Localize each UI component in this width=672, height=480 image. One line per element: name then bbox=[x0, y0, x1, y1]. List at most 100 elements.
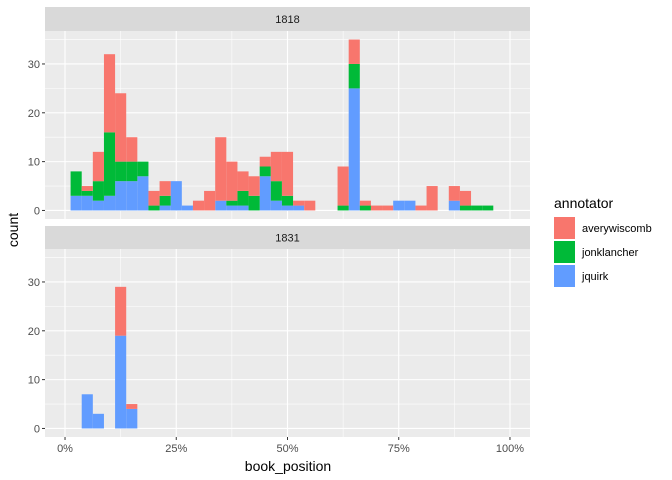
bar-jquirk bbox=[259, 176, 271, 211]
bar-jquirk bbox=[404, 200, 416, 211]
bar-jquirk bbox=[81, 195, 93, 211]
bar-jquirk bbox=[237, 205, 249, 211]
bar-averywiscomb bbox=[293, 200, 305, 206]
panel-1818: 1818 0 10 20 30 bbox=[28, 7, 530, 219]
bar-averywiscomb bbox=[192, 200, 205, 211]
x-axis-title: book_position bbox=[245, 458, 331, 474]
bar-jquirk bbox=[215, 200, 227, 211]
bar-jonklancher bbox=[281, 195, 294, 206]
bar-jquirk bbox=[293, 205, 305, 211]
bar-averywiscomb bbox=[270, 151, 282, 182]
x-tick-label: 100% bbox=[496, 443, 524, 455]
bar-jonklancher bbox=[337, 205, 349, 211]
bar-averywiscomb bbox=[81, 186, 93, 191]
bar-jonklancher bbox=[92, 181, 104, 201]
bar-jonklancher bbox=[459, 205, 472, 211]
bar-jonklancher bbox=[126, 161, 138, 182]
x-tick-label: 0% bbox=[57, 443, 73, 455]
bar-averywiscomb bbox=[348, 39, 360, 64]
bar-jonklancher bbox=[471, 205, 483, 211]
legend-key-averywiscomb bbox=[554, 217, 575, 239]
bar-jquirk bbox=[270, 200, 282, 211]
bar-averywiscomb bbox=[304, 200, 316, 211]
bar-jquirk bbox=[281, 205, 294, 211]
bar-averywiscomb bbox=[126, 404, 138, 409]
bar-averywiscomb bbox=[215, 137, 227, 201]
x-tick-label: 75% bbox=[388, 443, 410, 455]
bar-jonklancher bbox=[237, 190, 249, 206]
bar-averywiscomb bbox=[426, 186, 438, 211]
bar-averywiscomb bbox=[226, 161, 238, 201]
bar-averywiscomb bbox=[159, 181, 171, 196]
bar-averywiscomb bbox=[92, 151, 104, 182]
legend: annotator averywiscomb jonklancher jquirk bbox=[554, 195, 652, 287]
bar-jquirk bbox=[137, 176, 149, 211]
x-tick-label: 25% bbox=[165, 443, 187, 455]
bar-jquirk bbox=[126, 181, 138, 211]
bar-jquirk bbox=[226, 205, 238, 211]
y-tick-label: 10 bbox=[28, 375, 40, 387]
bar-averywiscomb bbox=[259, 156, 271, 167]
facet-strip-label: 1831 bbox=[275, 233, 299, 245]
bar-jonklancher bbox=[248, 195, 260, 211]
bar-averywiscomb bbox=[126, 137, 138, 162]
legend-label-jquirk: jquirk bbox=[581, 271, 609, 283]
bar-jonklancher bbox=[159, 195, 171, 206]
chart-panels: 1818 0 10 20 30 1831 0 10 20 30 bbox=[28, 7, 530, 437]
bar-jquirk bbox=[348, 88, 360, 211]
bar-jquirk bbox=[159, 205, 171, 211]
y-tick-label: 20 bbox=[28, 326, 40, 338]
legend-key-jquirk bbox=[554, 265, 575, 287]
facet-strip-label: 1818 bbox=[275, 14, 299, 26]
bar-jquirk bbox=[181, 205, 193, 211]
facet-strip bbox=[45, 226, 530, 249]
bar-averywiscomb bbox=[281, 151, 294, 196]
bar-averywiscomb bbox=[382, 205, 394, 211]
bar-jonklancher bbox=[348, 63, 360, 89]
bar-jquirk bbox=[393, 200, 405, 211]
bar-jquirk bbox=[170, 181, 182, 211]
bar-jonklancher bbox=[226, 200, 238, 206]
y-tick-label: 30 bbox=[28, 277, 40, 289]
y-tick-label: 10 bbox=[28, 157, 40, 169]
bar-jonklancher bbox=[103, 132, 116, 196]
legend-key-jonklancher bbox=[554, 241, 575, 263]
bar-averywiscomb bbox=[115, 286, 127, 336]
bar-averywiscomb bbox=[370, 205, 383, 211]
bar-jonklancher bbox=[81, 190, 93, 196]
bar-averywiscomb bbox=[115, 93, 127, 162]
bar-jonklancher bbox=[137, 161, 149, 177]
facet-strip bbox=[45, 7, 530, 31]
bar-jonklancher bbox=[482, 205, 494, 211]
bar-jquirk bbox=[103, 195, 116, 211]
y-tick-label: 0 bbox=[34, 423, 40, 435]
bar-jquirk bbox=[92, 413, 104, 429]
bar-averywiscomb bbox=[237, 171, 249, 191]
bar-averywiscomb bbox=[459, 190, 472, 206]
bar-averywiscomb bbox=[337, 166, 349, 206]
bar-jonklancher bbox=[359, 205, 371, 211]
bar-jquirk bbox=[115, 181, 127, 211]
y-tick-label: 0 bbox=[34, 205, 40, 217]
y-axis-title: count bbox=[5, 213, 21, 247]
bar-averywiscomb bbox=[103, 54, 116, 133]
bar-jquirk bbox=[81, 394, 93, 429]
bar-averywiscomb bbox=[359, 200, 371, 206]
y-tick-label: 30 bbox=[28, 59, 40, 71]
x-tick-label: 50% bbox=[276, 443, 298, 455]
bar-jonklancher bbox=[148, 205, 160, 211]
bar-jonklancher bbox=[259, 166, 271, 177]
legend-label-jonklancher: jonklancher bbox=[581, 247, 639, 259]
bar-jonklancher bbox=[70, 171, 82, 196]
bar-jquirk bbox=[126, 408, 138, 429]
bar-averywiscomb bbox=[204, 190, 216, 211]
bar-jonklancher bbox=[270, 181, 282, 201]
bar-averywiscomb bbox=[148, 190, 160, 206]
x-axis: 0% 25% 50% 75% 100% bbox=[57, 437, 524, 455]
panel-1831: 1831 0 10 20 30 bbox=[28, 226, 530, 437]
legend-label-averywiscomb: averywiscomb bbox=[582, 223, 652, 235]
bar-jquirk bbox=[70, 195, 82, 211]
bar-jquirk bbox=[115, 335, 127, 429]
bar-jonklancher bbox=[115, 161, 127, 182]
